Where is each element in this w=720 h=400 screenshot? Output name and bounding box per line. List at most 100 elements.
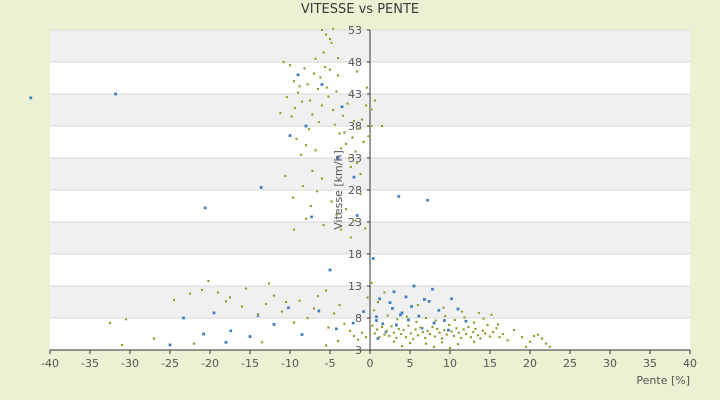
data-point <box>375 319 378 322</box>
data-point <box>272 294 276 297</box>
data-point <box>346 102 349 105</box>
data-point <box>333 123 337 127</box>
data-point <box>474 327 477 331</box>
data-point <box>292 228 296 232</box>
data-point <box>316 87 320 91</box>
data-point <box>364 335 368 339</box>
data-point <box>495 326 498 330</box>
data-point <box>457 331 461 335</box>
data-point <box>354 219 357 223</box>
data-point <box>373 332 377 335</box>
data-point <box>295 137 298 141</box>
data-point <box>399 332 403 336</box>
data-point <box>432 321 436 325</box>
data-point <box>440 337 444 340</box>
y-tick-label: 23 <box>348 216 362 229</box>
data-point <box>409 332 413 335</box>
data-point <box>540 337 544 340</box>
data-point <box>293 106 297 110</box>
data-point <box>477 311 481 315</box>
data-point <box>349 236 353 239</box>
data-point <box>455 326 458 330</box>
data-point <box>459 336 463 340</box>
x-tick-label: 40 <box>683 357 697 370</box>
data-point <box>339 228 343 232</box>
data-point <box>380 124 384 128</box>
data-point <box>287 306 290 310</box>
data-point <box>370 108 373 111</box>
data-point <box>336 74 340 77</box>
data-point <box>407 324 410 328</box>
data-point <box>311 113 314 116</box>
data-point <box>447 323 451 327</box>
data-point <box>450 330 453 333</box>
data-point <box>378 335 381 339</box>
data-point <box>355 214 359 217</box>
data-point <box>324 344 328 347</box>
data-point <box>428 332 432 336</box>
x-tick-label: -30 <box>121 357 139 370</box>
y-tick-label: 18 <box>348 248 362 261</box>
y-axis-title: Vitesse [km/h] <box>332 150 345 230</box>
data-point <box>303 67 306 70</box>
data-point <box>336 156 340 160</box>
data-point <box>327 95 330 98</box>
data-point <box>452 334 456 338</box>
data-point <box>367 134 370 138</box>
data-point <box>482 317 485 320</box>
data-point <box>224 340 228 344</box>
data-point <box>248 335 252 338</box>
data-point <box>370 281 373 285</box>
data-point <box>188 292 192 296</box>
data-point <box>347 156 351 160</box>
data-point <box>375 315 378 319</box>
data-point <box>282 60 285 64</box>
data-point <box>490 313 493 317</box>
data-point <box>498 335 501 339</box>
data-point <box>304 217 308 221</box>
data-point <box>456 342 460 346</box>
data-point <box>352 334 356 338</box>
data-point <box>410 305 413 308</box>
data-point <box>330 41 333 45</box>
data-point <box>416 303 420 307</box>
data-point <box>288 63 292 67</box>
data-point <box>317 120 321 124</box>
data-point <box>351 136 354 139</box>
data-point <box>395 317 399 321</box>
data-point <box>548 345 552 349</box>
data-point <box>292 79 296 83</box>
data-point <box>456 307 460 311</box>
data-point <box>336 339 340 343</box>
data-point <box>462 328 465 331</box>
data-point <box>476 333 480 337</box>
data-point <box>290 115 293 118</box>
x-tick-label: 35 <box>643 357 657 370</box>
data-point <box>400 344 404 348</box>
data-point <box>339 147 343 150</box>
y-tick-label: 48 <box>348 56 362 69</box>
data-point <box>340 105 344 109</box>
data-point <box>296 91 300 95</box>
data-point <box>224 300 228 303</box>
data-point <box>348 329 352 333</box>
data-point <box>292 321 296 324</box>
data-point <box>336 56 340 60</box>
data-point <box>325 86 329 89</box>
data-point <box>212 311 216 315</box>
data-point <box>357 127 361 130</box>
data-point <box>544 342 548 345</box>
data-point <box>501 332 505 336</box>
data-point <box>371 257 375 260</box>
y-tick-label: 8 <box>355 312 362 325</box>
data-point <box>182 316 185 320</box>
y-tick-label: 43 <box>348 88 362 101</box>
data-point <box>528 340 532 344</box>
data-point <box>360 118 364 121</box>
data-point <box>343 131 346 134</box>
data-point <box>388 301 392 304</box>
data-point <box>200 288 204 292</box>
data-point <box>363 227 367 230</box>
data-point <box>415 320 418 324</box>
data-point <box>343 322 346 326</box>
